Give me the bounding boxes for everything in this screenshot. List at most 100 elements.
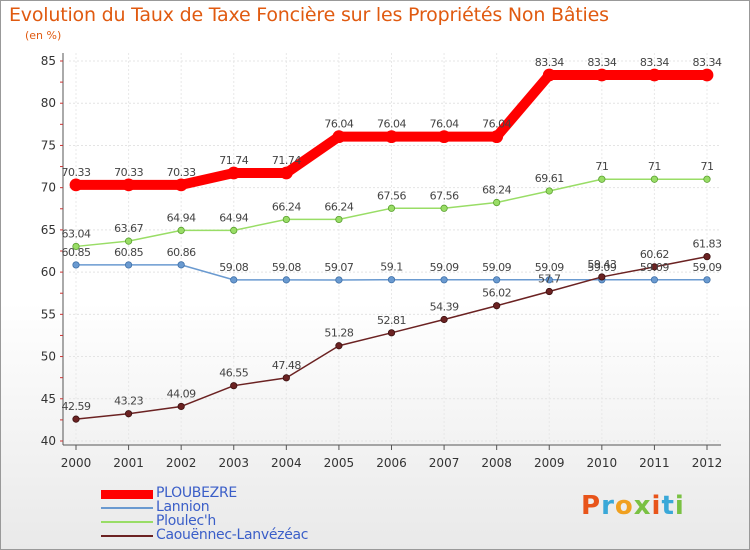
data-label: 76.04 — [324, 118, 353, 131]
y-tick-label: 55 — [41, 307, 56, 321]
data-label: 59.09 — [430, 261, 459, 274]
data-label: 83.34 — [693, 56, 722, 69]
x-tick-label: 2007 — [429, 456, 460, 470]
logo-letter: P — [581, 491, 602, 521]
data-point — [648, 68, 661, 82]
logo-letter: i — [674, 491, 685, 521]
data-point — [385, 130, 398, 144]
data-label: 54.39 — [430, 300, 459, 313]
y-tick-label: 70 — [41, 181, 56, 195]
x-tick-label: 2001 — [113, 456, 144, 470]
data-label: 59.07 — [324, 261, 353, 274]
x-tick-label: 2006 — [376, 456, 407, 470]
data-point — [174, 178, 188, 192]
chart-legend: PLOUBEZRE Lannion Ploulec'h Caouënnec-Lanvé… — [101, 485, 361, 543]
data-point — [227, 166, 241, 180]
data-point — [124, 410, 133, 418]
data-label: 59.09 — [535, 261, 564, 274]
legend-label: Ploulec'h — [156, 513, 216, 529]
x-tick-label: 2008 — [481, 456, 512, 470]
data-point — [650, 175, 659, 183]
data-point — [493, 198, 501, 207]
legend-item: PLOUBEZRE — [101, 485, 361, 501]
chart-subtitle: (en %) — [25, 29, 62, 42]
data-point — [282, 215, 290, 224]
data-point — [230, 382, 238, 390]
data-label: 63.04 — [62, 227, 91, 240]
data-point — [72, 415, 80, 423]
data-point — [335, 276, 343, 284]
legend-label: Caouënnec-Lanvézéac — [156, 527, 309, 543]
data-point — [703, 175, 711, 183]
y-tick-label: 45 — [41, 392, 56, 406]
data-label: 70.33 — [167, 166, 196, 179]
legend-item: Lannion — [101, 499, 361, 515]
logo-letter: x — [633, 491, 652, 521]
y-tick-label: 60 — [41, 265, 56, 279]
data-point — [493, 276, 501, 284]
data-label: 59.43 — [587, 258, 616, 271]
data-label: 60.62 — [640, 248, 669, 261]
data-point — [177, 402, 185, 411]
data-point — [440, 276, 448, 284]
x-tick-label: 2000 — [61, 456, 92, 470]
data-point — [490, 130, 504, 144]
data-point — [124, 261, 133, 269]
data-label: 59.09 — [482, 261, 511, 274]
data-label: 59.09 — [693, 261, 722, 274]
data-label: 67.56 — [377, 189, 406, 202]
legend-label: Lannion — [156, 499, 210, 515]
y-tick-label: 65 — [41, 223, 56, 237]
data-point — [440, 204, 448, 212]
data-label: 57.7 — [538, 273, 561, 286]
data-point — [437, 130, 451, 144]
data-label: 66.24 — [272, 200, 301, 213]
data-point — [493, 302, 501, 310]
data-label: 59.08 — [219, 261, 248, 274]
data-label: 71.74 — [272, 154, 301, 167]
data-label: 46.55 — [219, 367, 248, 380]
data-label: 59.09 — [587, 261, 616, 274]
data-point — [700, 68, 714, 82]
data-label: 63.67 — [114, 222, 143, 235]
x-tick-label: 2003 — [218, 456, 249, 470]
data-point — [703, 253, 711, 261]
data-label: 76.04 — [377, 118, 406, 131]
data-label: 61.83 — [693, 238, 722, 251]
x-tick-label: 2010 — [587, 456, 618, 470]
data-label: 76.04 — [482, 118, 511, 131]
data-point — [230, 276, 238, 284]
data-label: 59.1 — [380, 261, 403, 274]
x-tick-label: 2005 — [324, 456, 355, 470]
data-label: 69.61 — [535, 172, 564, 185]
legend-swatch — [101, 489, 153, 499]
data-label: 70.33 — [114, 166, 143, 179]
data-label: 64.94 — [167, 211, 196, 224]
data-point — [545, 287, 553, 296]
legend-item: Ploulec'h — [101, 513, 361, 529]
data-point — [72, 242, 80, 251]
data-label: 76.04 — [430, 118, 459, 131]
data-point — [124, 237, 133, 245]
data-label: 47.48 — [272, 359, 301, 372]
x-tick-label: 2012 — [692, 456, 723, 470]
data-label: 67.56 — [430, 189, 459, 202]
data-label: 56.02 — [482, 287, 511, 300]
data-point — [542, 68, 556, 82]
data-point — [122, 178, 135, 192]
data-label: 59.08 — [272, 261, 301, 274]
data-label: 60.85 — [62, 246, 91, 259]
data-point — [69, 178, 83, 192]
data-point — [598, 273, 606, 281]
logo-letter: i — [651, 491, 662, 521]
x-tick-label: 2011 — [639, 456, 670, 470]
y-tick-label: 80 — [41, 96, 56, 110]
data-point — [177, 226, 185, 234]
data-point — [279, 166, 293, 180]
data-point — [650, 263, 659, 271]
data-point — [387, 276, 396, 284]
data-label: 71 — [648, 160, 661, 173]
y-tick-label: 85 — [41, 54, 56, 68]
